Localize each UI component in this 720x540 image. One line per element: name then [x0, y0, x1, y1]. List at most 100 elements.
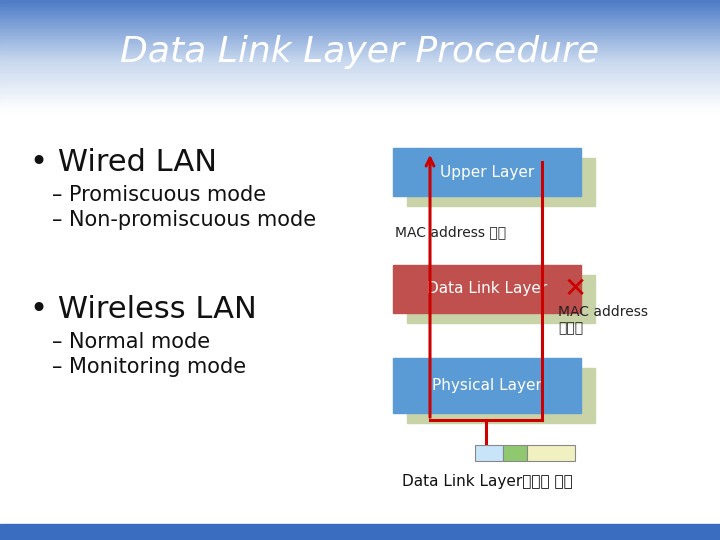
Text: Data Link Layer: Data Link Layer [427, 281, 547, 296]
Bar [0, 83, 720, 84]
Text: Physical Layer: Physical Layer [432, 378, 542, 393]
Bar [0, 99, 720, 101]
Bar [0, 60, 720, 63]
Bar [0, 63, 720, 65]
Bar [0, 3, 720, 5]
Bar [0, 76, 720, 78]
Bar [0, 52, 720, 54]
Bar [0, 38, 720, 40]
Bar [393, 148, 581, 196]
Bar [407, 158, 595, 206]
Bar [0, 81, 720, 83]
Text: – Promiscuous mode: – Promiscuous mode [52, 185, 266, 205]
Bar [0, 55, 720, 57]
Bar [503, 445, 527, 461]
Bar [0, 85, 720, 87]
Bar [475, 445, 503, 461]
Bar [407, 368, 595, 423]
Text: Data Link Layer에서의 동작: Data Link Layer에서의 동작 [402, 474, 572, 489]
Bar [0, 59, 720, 61]
Bar [0, 23, 720, 25]
Bar [0, 73, 720, 75]
Bar [0, 106, 720, 108]
Bar [0, 50, 720, 51]
Bar [407, 275, 595, 323]
Bar [0, 102, 720, 104]
Bar [0, 7, 720, 9]
Bar [0, 78, 720, 80]
Bar [0, 30, 720, 32]
Bar [0, 25, 720, 26]
Text: • Wireless LAN: • Wireless LAN [30, 295, 257, 324]
Bar [0, 45, 720, 47]
Bar [0, 68, 720, 69]
Bar [0, 12, 720, 14]
Bar [0, 10, 720, 11]
Bar [0, 95, 720, 97]
Bar [0, 44, 720, 46]
Text: Data Link Layer Procedure: Data Link Layer Procedure [120, 35, 600, 69]
Bar [0, 5, 720, 8]
Text: – Monitoring mode: – Monitoring mode [52, 357, 246, 377]
Bar [0, 58, 720, 59]
Bar [0, 69, 720, 71]
Bar [0, 36, 720, 38]
Bar [0, 107, 720, 109]
Bar [0, 21, 720, 23]
Bar [0, 17, 720, 18]
Bar [0, 22, 720, 24]
Bar [0, 84, 720, 86]
Bar [0, 71, 720, 73]
Bar [0, 91, 720, 93]
Bar [0, 15, 720, 17]
Bar [0, 98, 720, 99]
Bar [0, 90, 720, 91]
Bar [0, 41, 720, 43]
Bar [0, 2, 720, 3]
Bar [0, 74, 720, 76]
Bar [0, 88, 720, 90]
Bar [0, 8, 720, 10]
Bar [393, 265, 581, 313]
Bar [0, 96, 720, 98]
Bar [0, 19, 720, 21]
Bar [0, 66, 720, 68]
Bar [0, 109, 720, 111]
Bar [0, 56, 720, 58]
Bar [0, 18, 720, 20]
Bar [0, 4, 720, 6]
Bar [0, 35, 720, 36]
Bar [0, 51, 720, 53]
Bar [393, 358, 581, 413]
Bar [0, 33, 720, 35]
Bar [0, 92, 720, 94]
Bar [0, 103, 720, 105]
Bar [0, 93, 720, 96]
Text: MAC address 일치: MAC address 일치 [395, 225, 506, 239]
Text: ✕: ✕ [563, 275, 587, 303]
Bar [0, 11, 720, 13]
Bar [0, 86, 720, 89]
Bar [0, 28, 720, 29]
Bar [527, 445, 575, 461]
Bar [0, 29, 720, 31]
Text: Upper Layer: Upper Layer [440, 165, 534, 179]
Bar [0, 65, 720, 66]
Bar [0, 32, 720, 33]
Text: – Non-promiscuous mode: – Non-promiscuous mode [52, 210, 316, 230]
Bar [0, 80, 720, 82]
Bar [0, 48, 720, 50]
Bar [0, 14, 720, 16]
Bar [0, 105, 720, 106]
Bar [0, 100, 720, 102]
Bar [0, 524, 720, 540]
Bar [0, 70, 720, 72]
Bar [0, 37, 720, 39]
Text: • Wired LAN: • Wired LAN [30, 148, 217, 177]
Bar [0, 0, 720, 2]
Text: MAC address
불일치: MAC address 불일치 [558, 305, 648, 335]
Bar [0, 77, 720, 79]
Bar [0, 47, 720, 49]
Bar [0, 26, 720, 28]
Bar [0, 53, 720, 56]
